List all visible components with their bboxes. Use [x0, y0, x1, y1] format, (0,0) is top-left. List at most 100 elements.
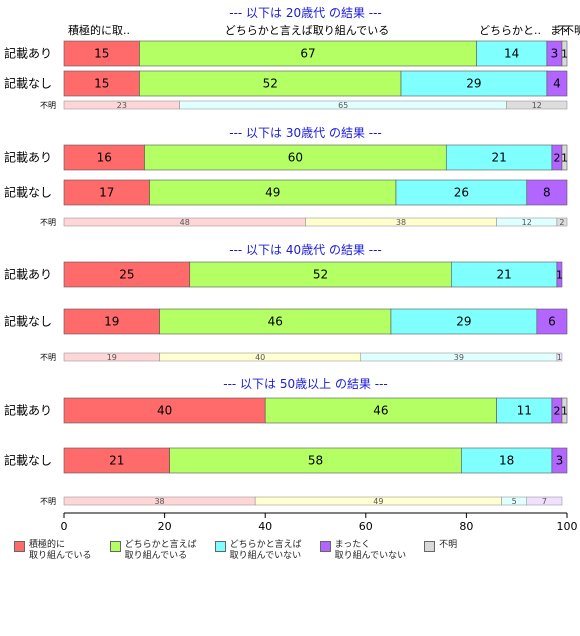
bar-value-label: 67 — [300, 47, 315, 61]
column-header: ま — [550, 24, 561, 37]
unknown-bar-value-label: 38 — [396, 218, 406, 227]
bar-segment — [63, 308, 160, 335]
legend-swatch — [14, 541, 25, 552]
bar-value-label: 46 — [268, 315, 283, 329]
unknown-bar-value-label: 7 — [542, 497, 547, 506]
bar-segment — [63, 144, 145, 171]
bar-segment — [496, 397, 553, 424]
bar-value-label: 46 — [373, 404, 388, 418]
bar-value-label: 17 — [99, 186, 114, 200]
bar-value-label: 19 — [104, 315, 119, 329]
bar-segment — [461, 447, 553, 474]
bar-value-label: 60 — [288, 151, 303, 165]
row-label: 記載なし — [4, 76, 52, 91]
column-header: どちらかと.. — [479, 24, 541, 37]
bar-value-label: 25 — [119, 268, 134, 282]
row-label-unknown: 不明 — [40, 353, 56, 362]
bar-segment — [63, 40, 140, 67]
legend-item-active: 積極的に 取り組んでいる — [14, 540, 92, 562]
bar-value-label: 15 — [94, 47, 109, 61]
bar-value-label: 8 — [543, 186, 551, 200]
unknown-bar-value-label: 38 — [154, 497, 164, 506]
bar-value-label: 3 — [556, 454, 564, 468]
unknown-bar-value-label: 19 — [107, 353, 117, 362]
unknown-bar-segment — [556, 352, 563, 362]
row-label-unknown: 不明 — [40, 497, 56, 506]
legend-label: 不明 — [439, 540, 458, 550]
unknown-bar-value-label: 12 — [522, 218, 532, 227]
unknown-bar-segment — [526, 496, 563, 506]
bar-value-label: 18 — [499, 454, 514, 468]
bar-segment — [546, 70, 568, 97]
bar-value-label: 21 — [109, 454, 124, 468]
unknown-bar-value-label: 65 — [338, 101, 348, 110]
x-axis-tick-label: 40 — [258, 520, 272, 533]
bar-value-label: 4 — [553, 77, 561, 91]
bar-value-label: 11 — [517, 404, 532, 418]
bar-value-label: 40 — [157, 404, 172, 418]
bar-value-label: 26 — [454, 186, 469, 200]
legend-swatch — [109, 541, 121, 552]
unknown-bar-value-label: 49 — [373, 497, 383, 506]
bar-segment — [551, 447, 568, 474]
column-header: 不 — [557, 24, 568, 37]
unknown-bar-value-label: 48 — [180, 218, 190, 227]
bar-value-label: 21 — [491, 151, 506, 165]
bar-segment — [63, 397, 266, 424]
bar-segment — [139, 40, 477, 67]
legend-label: 積極的に 取り組んでいる — [29, 540, 92, 561]
bar-value-label: 3 — [551, 47, 559, 61]
row-label-unknown: 不明 — [40, 101, 56, 110]
legend-label: どちらかと言えば 取り組んでいない — [229, 540, 302, 561]
unknown-bar-value-label: 2 — [559, 218, 564, 227]
legend-swatch — [319, 541, 331, 552]
bar-value-label: 1 — [561, 405, 568, 418]
bar-value-label: 58 — [308, 454, 323, 468]
unknown-bar-segment — [506, 100, 568, 110]
bar-segment — [63, 261, 191, 288]
legend-item-inactive: まったく 取り組んでいない — [319, 540, 407, 562]
unknown-bar-value-label: 39 — [454, 353, 464, 362]
bar-value-label: 52 — [313, 268, 328, 282]
unknown-bar-value-label: 40 — [255, 353, 265, 362]
column-header: どちらかと言えば取り組んでいる — [225, 24, 389, 37]
legend-item-somewhat-active: どちらかと言えば 取り組んでいる — [109, 540, 197, 562]
unknown-bar-value-label: 23 — [117, 101, 127, 110]
bar-segment — [159, 308, 392, 335]
unknown-bar-value-label: 5 — [512, 497, 517, 506]
bar-value-label: 1 — [556, 269, 563, 282]
bar-value-label: 2 — [553, 152, 560, 165]
bar-segment — [556, 261, 563, 288]
bar-segment — [561, 40, 568, 67]
bar-segment — [536, 308, 568, 335]
row-label: 記載あり — [4, 46, 52, 61]
bar-value-label: 2 — [553, 405, 560, 418]
legend-item-unknown: 不明 — [424, 540, 457, 562]
bar-segment — [63, 179, 150, 206]
row-label: 記載なし — [4, 453, 52, 468]
bar-segment — [63, 447, 170, 474]
x-axis-tick-label: 100 — [557, 520, 578, 533]
legend-label: どちらかと言えば 取り組んでいる — [124, 540, 197, 561]
column-header: 不明 — [563, 24, 580, 37]
bar-segment — [139, 70, 402, 97]
row-label: 記載なし — [4, 185, 52, 200]
unknown-bar-value-label: 1 — [557, 353, 562, 362]
bar-segment — [264, 397, 497, 424]
bar-value-label: 1 — [561, 48, 568, 61]
row-label: 記載あり — [4, 150, 52, 165]
bar-segment — [395, 179, 528, 206]
bar-value-label: 15 — [94, 77, 109, 91]
bar-value-label: 21 — [496, 268, 511, 282]
bar-segment — [169, 447, 462, 474]
bar-value-label: 29 — [466, 77, 481, 91]
bar-value-label: 6 — [548, 315, 556, 329]
row-label: 記載あり — [4, 403, 52, 418]
panel-title: --- 以下は 30歳代 の結果 --- — [229, 126, 382, 140]
legend-swatch — [424, 541, 436, 552]
bar-value-label: 29 — [456, 315, 471, 329]
legend-item-somewhat-inactive: どちらかと言えば 取り組んでいない — [214, 540, 302, 562]
bar-value-label: 16 — [97, 151, 112, 165]
legend-label: まったく 取り組んでいない — [334, 540, 407, 561]
